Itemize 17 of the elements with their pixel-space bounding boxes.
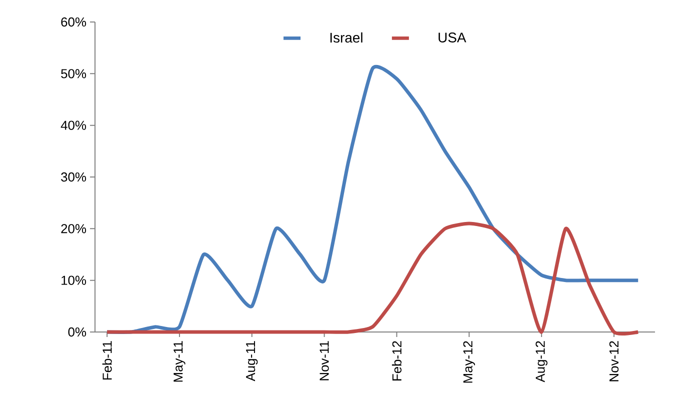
y-tick-label: 50%: [61, 69, 86, 78]
x-tick-label: Feb-11: [102, 341, 112, 380]
legend-label: Israel: [330, 32, 362, 43]
x-tick-label: Feb-12: [392, 341, 402, 380]
x-tick-label: Aug-12: [536, 341, 548, 382]
y-tick-label: 60%: [61, 17, 86, 27]
y-tick-label: 30%: [61, 172, 86, 182]
x-tick-label: Aug-11: [246, 341, 258, 382]
y-tick-label: 10%: [62, 276, 86, 285]
y-tick-label: 0%: [68, 327, 86, 337]
x-tick-label: Nov-11: [320, 341, 329, 380]
x-tick-label: Nov-12: [609, 341, 619, 382]
y-tick-label: 40%: [60, 120, 86, 130]
x-tick-label: May-11: [174, 341, 186, 382]
y-tick-label: 20%: [61, 224, 86, 234]
legend-label: USA: [438, 32, 466, 42]
x-tick-label: May-12: [463, 341, 476, 383]
